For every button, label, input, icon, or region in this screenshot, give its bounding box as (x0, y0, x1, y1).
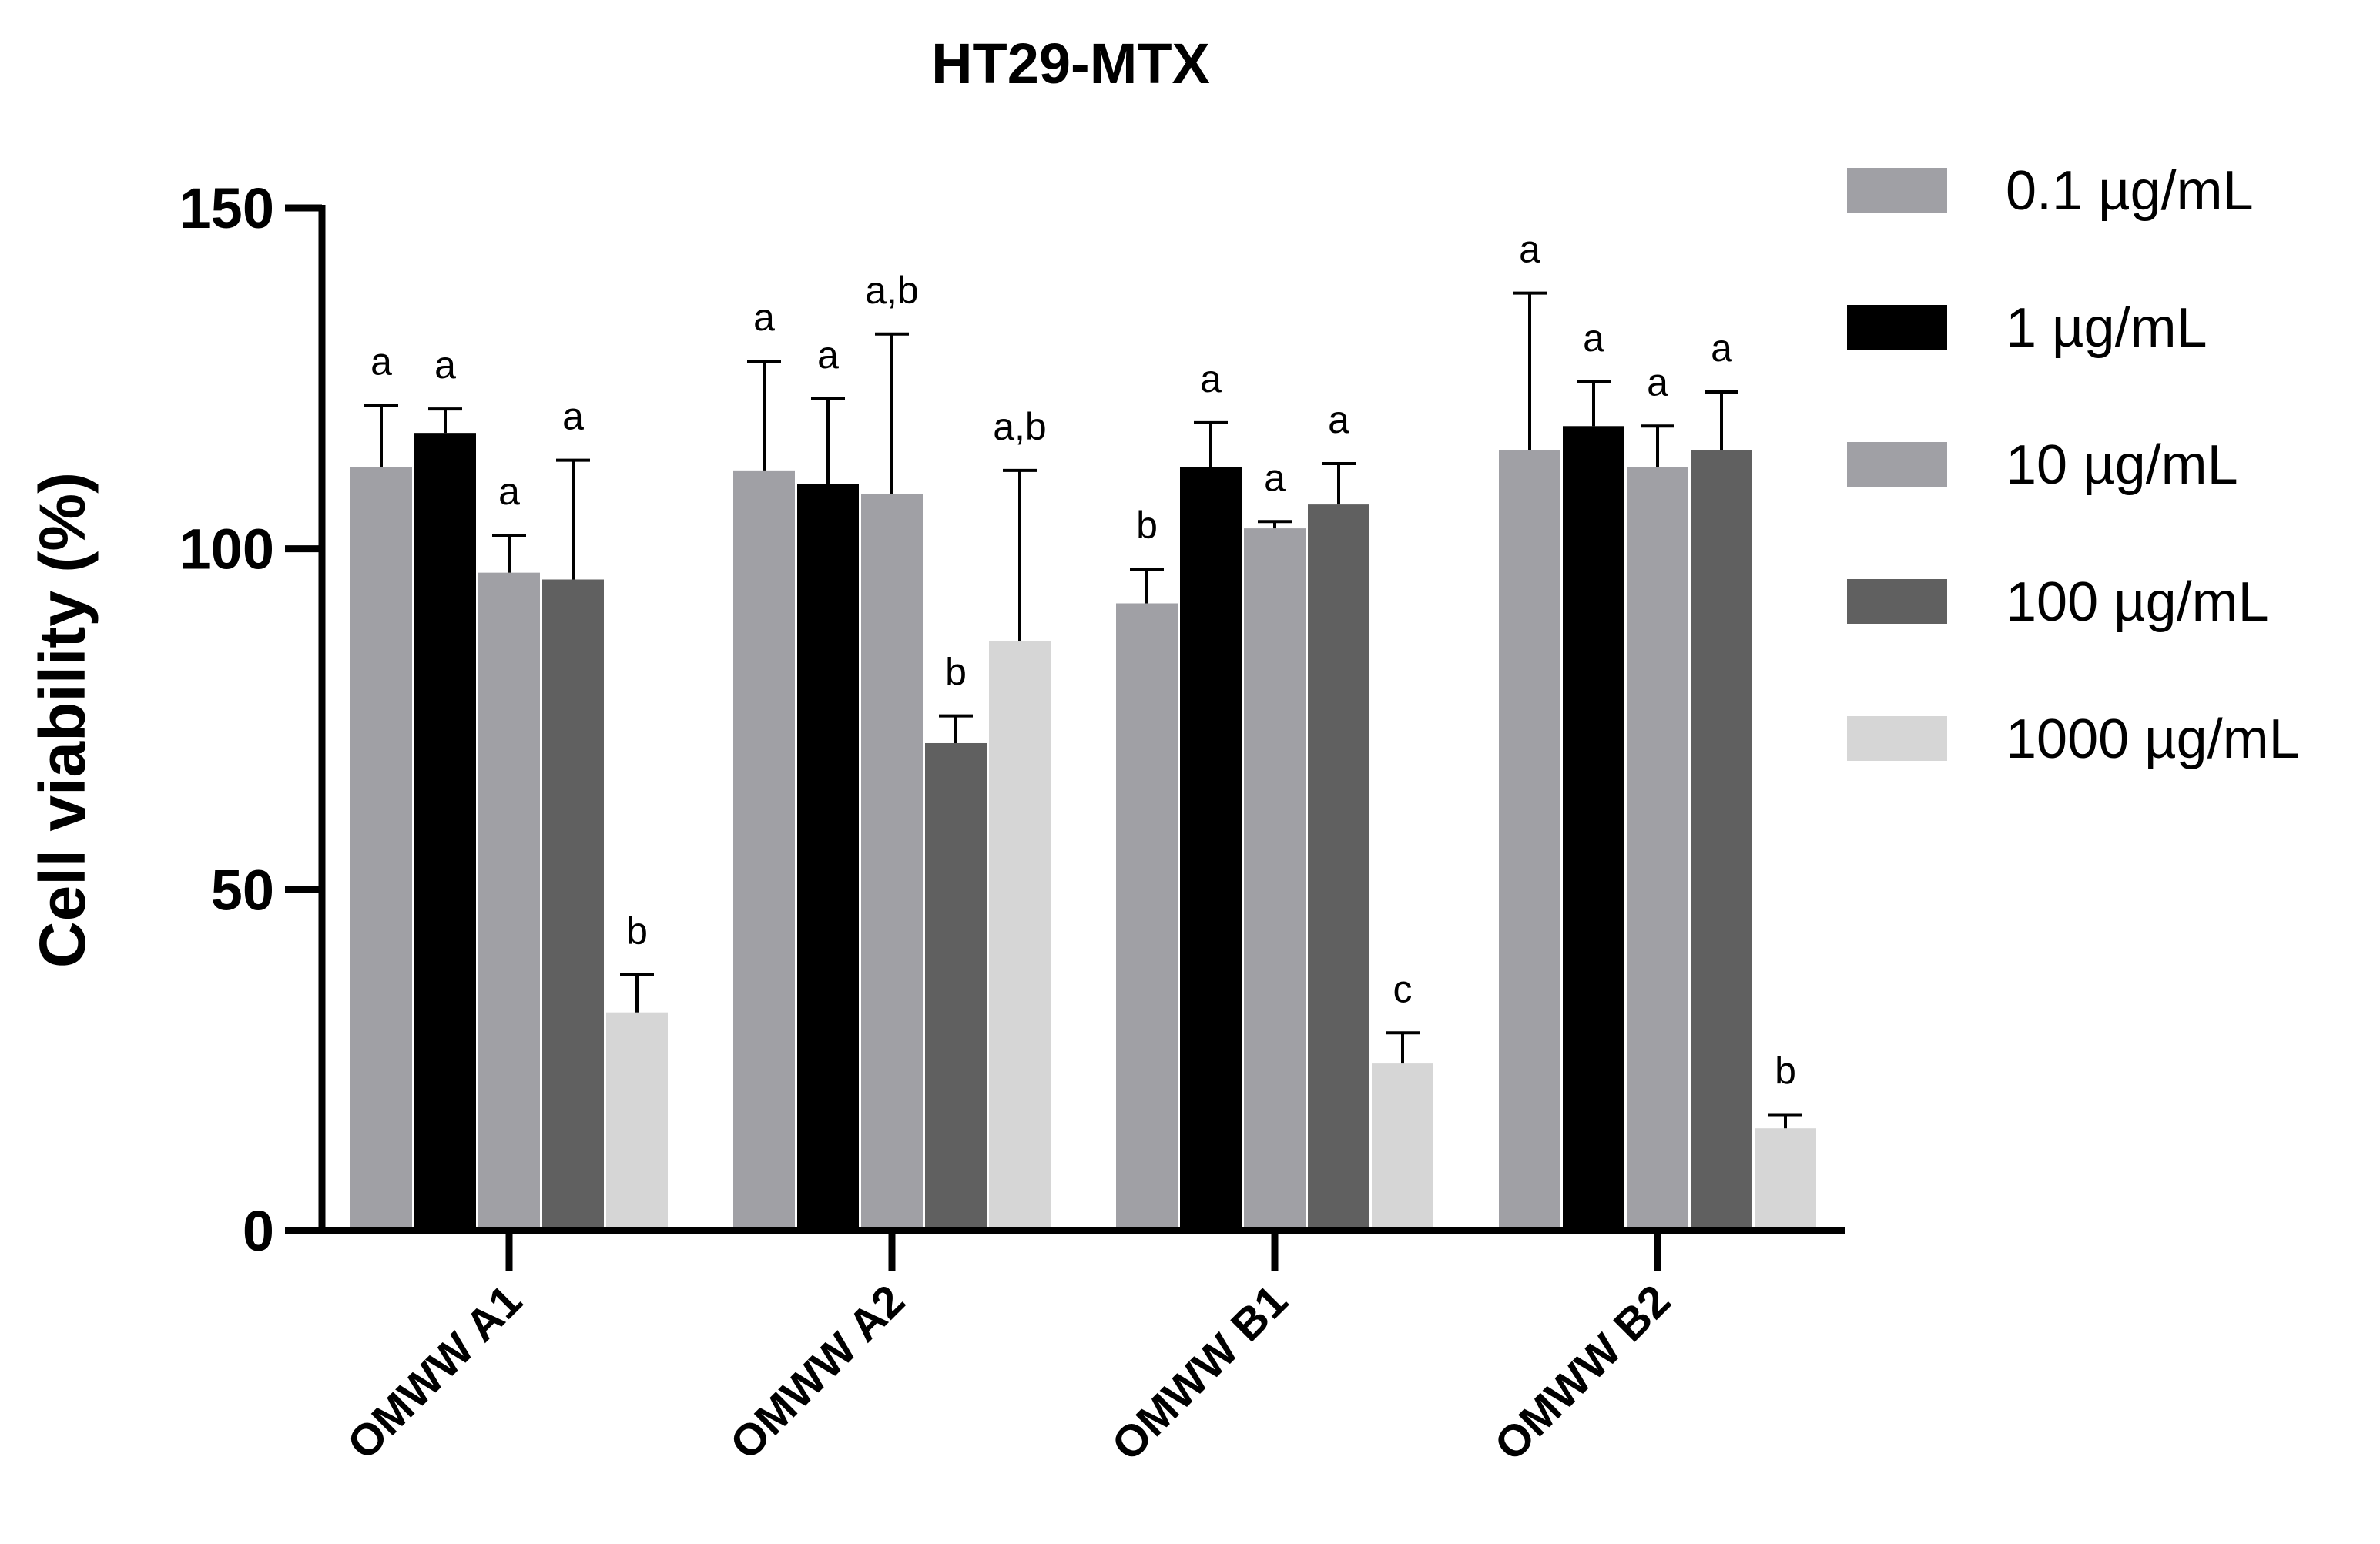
bar (1691, 450, 1752, 1231)
y-tick-label: 50 (211, 858, 274, 922)
significance-label: a (1583, 317, 1604, 360)
bar (350, 467, 412, 1231)
y-axis-label: Cell viability (%) (26, 472, 99, 968)
bar (1499, 450, 1560, 1231)
legend-label: 1 µg/mL (2006, 297, 2207, 359)
significance-label: c (1393, 967, 1413, 1010)
x-tick-label: OMWW A2 (720, 1275, 914, 1469)
bar (1116, 603, 1178, 1231)
significance-label: a (1200, 357, 1222, 400)
bar (1755, 1128, 1816, 1231)
legend-label: 0.1 µg/mL (2006, 160, 2254, 222)
bar (1563, 426, 1624, 1231)
bar (1372, 1063, 1433, 1231)
y-tick-label: 150 (179, 176, 274, 240)
significance-label: b (945, 651, 967, 694)
significance-label: a (1519, 228, 1540, 271)
significance-label: a (370, 340, 392, 383)
significance-label: a (1711, 327, 1732, 370)
significance-label: a (562, 395, 584, 438)
significance-label: a (1328, 398, 1349, 441)
bar (1244, 528, 1306, 1231)
significance-label: b (1136, 504, 1158, 547)
x-tick-label: OMWW B1 (1102, 1275, 1297, 1470)
legend-label: 10 µg/mL (2006, 434, 2238, 496)
bar (478, 572, 540, 1231)
bar (542, 579, 604, 1231)
significance-label: a,b (993, 405, 1047, 448)
legend-label: 1000 µg/mL (2006, 708, 2300, 770)
y-tick-label: 0 (243, 1199, 274, 1263)
significance-label: a (498, 470, 520, 513)
bar (1180, 467, 1242, 1231)
legend-swatch (1847, 716, 1947, 761)
significance-label: a,b (865, 269, 919, 312)
significance-label: a (1647, 360, 1668, 404)
significance-label: a (434, 343, 456, 387)
legend-swatch (1847, 305, 1947, 350)
legend-swatch (1847, 442, 1947, 487)
legend-swatch (1847, 579, 1947, 624)
bar (925, 742, 987, 1231)
significance-label: b (1775, 1049, 1796, 1092)
x-tick-label: OMWW B2 (1485, 1275, 1680, 1470)
y-tick-label: 100 (179, 517, 274, 581)
significance-label: a (1264, 456, 1286, 499)
bar (797, 484, 859, 1231)
bar (414, 433, 476, 1231)
bar (606, 1012, 668, 1231)
bar (989, 641, 1051, 1231)
bar (733, 470, 795, 1231)
significance-label: a (753, 296, 775, 339)
bar (861, 494, 923, 1231)
chart-title: HT29-MTX (931, 32, 1210, 95)
x-tick-label: OMWW A1 (337, 1275, 531, 1469)
legend-label: 100 µg/mL (2006, 571, 2269, 633)
significance-label: a (817, 333, 839, 377)
bar (1308, 504, 1369, 1231)
legend-swatch (1847, 168, 1947, 213)
significance-label: b (626, 909, 648, 953)
bar (1627, 467, 1688, 1231)
